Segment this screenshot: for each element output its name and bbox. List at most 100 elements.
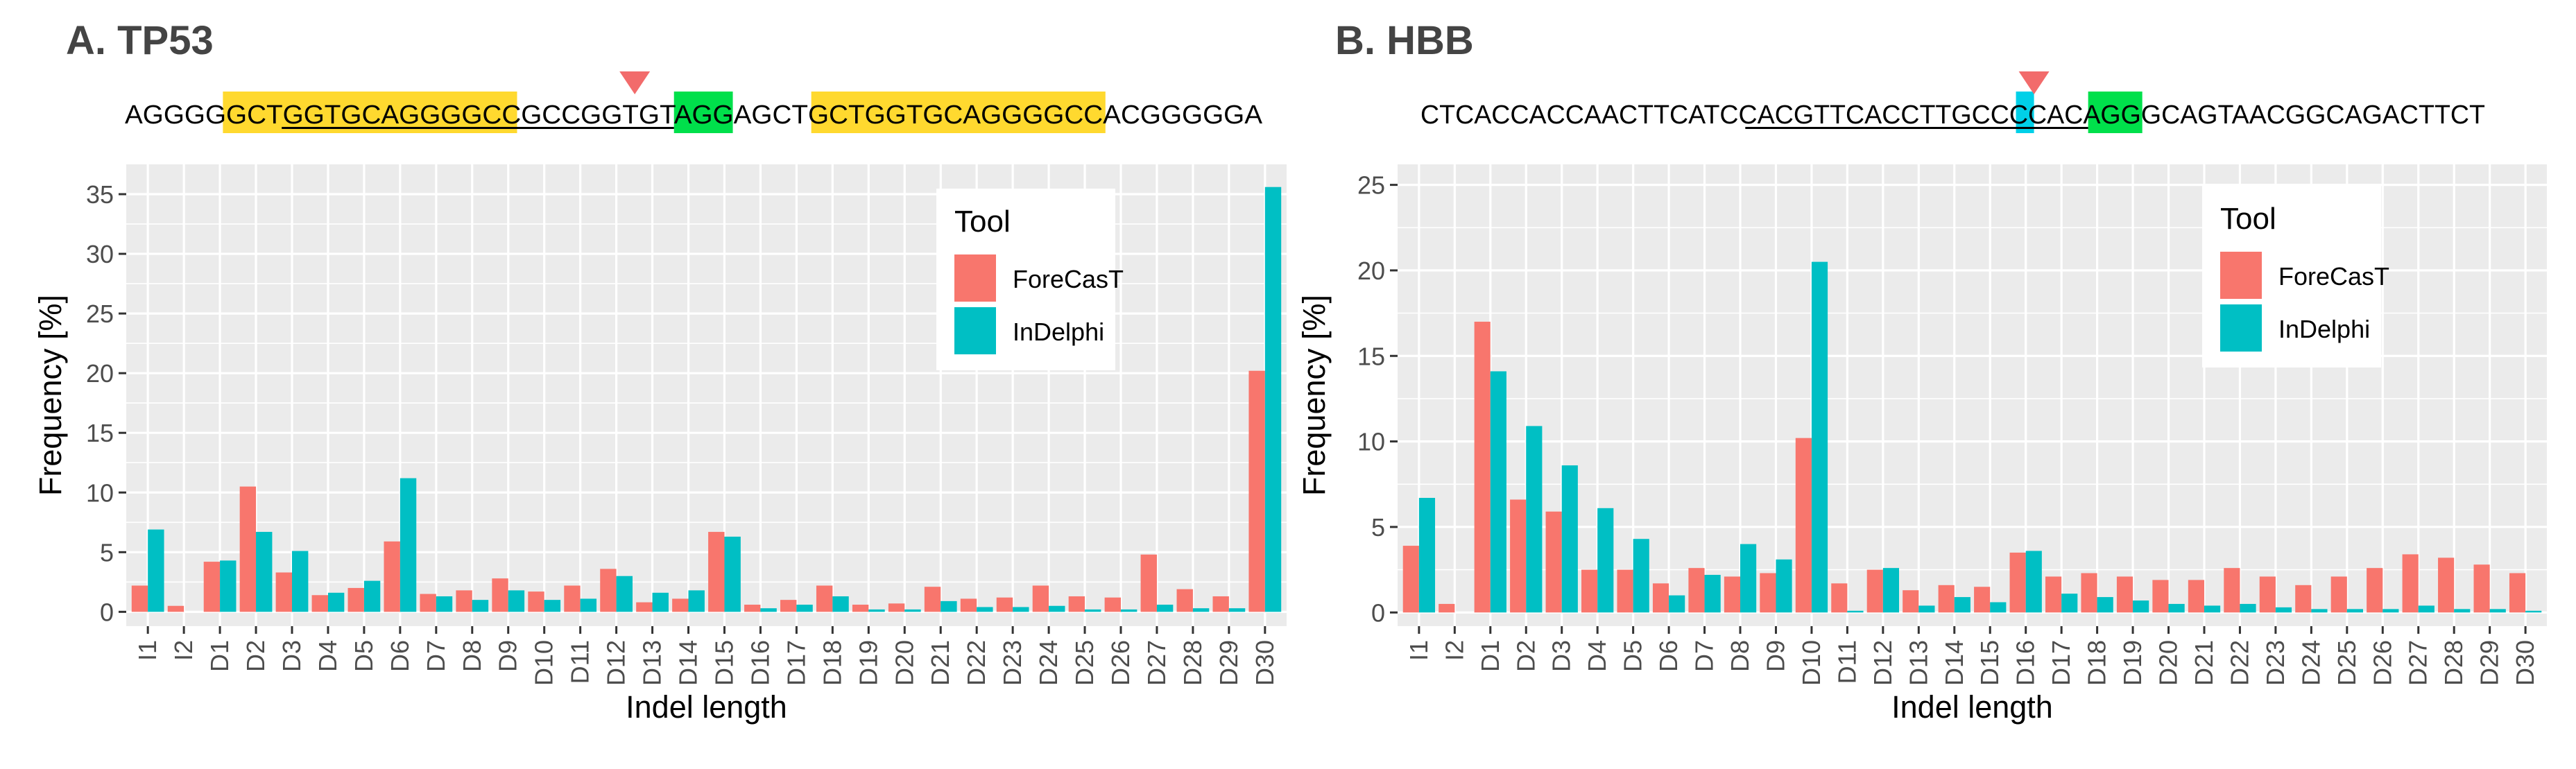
bar-forecast-d20 (2152, 580, 2169, 613)
bar-forecast-d12 (600, 569, 617, 612)
x-tick-label: D9 (1761, 640, 1789, 672)
bar-forecast-d4 (311, 595, 328, 612)
x-tick-label: D12 (1869, 640, 1897, 686)
bar-forecast-d19 (2116, 576, 2133, 613)
bar-forecast-d24 (2295, 585, 2312, 613)
bar-indelphi-d21 (941, 600, 957, 612)
legend-key-indelphi (2220, 304, 2262, 352)
bar-indelphi-d4 (1597, 508, 1614, 613)
bar-forecast-i1 (131, 585, 148, 612)
y-tick-label: 10 (1357, 428, 1385, 456)
bar-indelphi-d17 (796, 605, 813, 612)
bar-indelphi-i1 (1418, 498, 1436, 613)
bar-forecast-d28 (1176, 589, 1193, 612)
bar-forecast-d12 (1866, 569, 1883, 613)
x-tick-label: D1 (205, 640, 234, 672)
x-tick-label: D24 (1034, 640, 1063, 686)
panel-title: A. TP53 (66, 18, 214, 63)
bar-forecast-i2 (167, 605, 184, 612)
bar-forecast-d19 (852, 605, 869, 612)
y-axis-title: Frequency [%] (1296, 295, 1332, 496)
bar-indelphi-d14 (688, 590, 705, 612)
bar-indelphi-d12 (616, 576, 633, 612)
y-axis-title: Frequency [%] (33, 295, 68, 496)
bar-forecast-d5 (1617, 569, 1633, 613)
bar-forecast-d15 (1974, 587, 1991, 613)
bar-forecast-d27 (2402, 554, 2419, 613)
bar-forecast-d20 (888, 603, 905, 612)
bar-forecast-d23 (996, 597, 1013, 612)
bar-forecast-d21 (2188, 580, 2204, 613)
bar-indelphi-d23 (2275, 607, 2292, 613)
bar-indelphi-d18 (2097, 597, 2113, 613)
y-tick-label: 20 (86, 359, 114, 388)
x-tick-label: D4 (1583, 640, 1611, 672)
bar-forecast-d8 (1724, 576, 1741, 613)
bar-forecast-d22 (2224, 568, 2240, 613)
bar-indelphi-d26 (2382, 609, 2399, 613)
bar-indelphi-d12 (1882, 568, 1900, 613)
panel-hbb: B. HBB CTCACCACCAACTTCATCCACGTTCACCTTGCCC… (1296, 18, 2547, 725)
x-tick-label: D28 (1178, 640, 1207, 686)
bar-indelphi-d2 (1526, 426, 1543, 613)
y-tick-label: 5 (1371, 513, 1385, 542)
x-tick-label: D20 (890, 640, 918, 686)
y-tick-label: 35 (86, 180, 114, 209)
bar-forecast-d22 (960, 598, 977, 612)
x-tick-label: D30 (2511, 640, 2539, 686)
x-tick-label: D21 (926, 640, 954, 686)
bar-indelphi-d25 (2346, 609, 2363, 613)
legend-label-indelphi: InDelphi (1013, 318, 1104, 346)
x-tick-label: D15 (1975, 640, 2004, 686)
bar-indelphi-d7 (1704, 575, 1721, 613)
bar-forecast-d17 (780, 600, 797, 612)
x-tick-label: D17 (2047, 640, 2075, 686)
bar-indelphi-d6 (400, 478, 417, 612)
bar-forecast-d2 (1510, 499, 1527, 613)
y-tick-label: 0 (100, 598, 114, 626)
x-tick-label: D23 (998, 640, 1027, 686)
bar-forecast-d30 (2509, 573, 2526, 613)
x-tick-label: D3 (277, 640, 306, 672)
sequence-underline (282, 127, 674, 129)
bar-indelphi-d24 (2311, 609, 2328, 613)
sequence-text: AGGGGGCTGGTGCAGGGGCCGCCGGTGTAGGAGCTGCTGG… (125, 101, 1263, 130)
bar-forecast-d17 (2045, 576, 2062, 613)
y-tick-label: 10 (86, 478, 114, 507)
y-tick-label: 30 (86, 240, 114, 268)
bar-forecast-i2 (1439, 603, 1455, 613)
bar-indelphi-d19 (868, 609, 885, 612)
x-tick-label: D11 (1832, 640, 1861, 684)
legend-title: Tool (2220, 202, 2276, 236)
bar-forecast-d10 (1795, 438, 1812, 613)
sequence-highlight-yellow (223, 92, 517, 133)
bar-forecast-d3 (275, 572, 292, 612)
x-tick-label: D7 (422, 640, 450, 672)
bar-forecast-d26 (1104, 597, 1121, 612)
bar-forecast-d23 (2259, 576, 2276, 613)
bar-indelphi-d11 (580, 598, 597, 612)
bar-forecast-i1 (1402, 546, 1419, 613)
bar-indelphi-d24 (1049, 605, 1065, 612)
bar-forecast-d24 (1032, 585, 1049, 612)
legend-label-forecast: ForeCasT (2278, 262, 2389, 291)
x-tick-label: D16 (2011, 640, 2040, 686)
x-tick-label: D8 (1726, 640, 1754, 672)
x-tick-label: D13 (638, 640, 667, 686)
bar-forecast-d25 (2330, 576, 2347, 613)
legend-key-forecast (954, 254, 996, 302)
x-tick-label: D10 (1797, 640, 1826, 686)
bar-indelphi-d5 (1633, 539, 1649, 613)
bar-indelphi-d20 (904, 609, 921, 612)
panel-title: B. HBB (1335, 18, 1474, 63)
x-tick-label: D24 (2296, 640, 2325, 686)
bar-forecast-d1 (203, 562, 221, 612)
bar-indelphi-d25 (1085, 609, 1101, 612)
bar-indelphi-d15 (1990, 602, 2007, 613)
x-tick-label: D2 (1511, 640, 1540, 672)
x-tick-label: D26 (2368, 640, 2396, 686)
bar-indelphi-d17 (2061, 594, 2078, 613)
x-tick-label: D18 (818, 640, 846, 686)
bar-forecast-d30 (1248, 370, 1265, 612)
x-tick-label: D18 (2083, 640, 2111, 686)
